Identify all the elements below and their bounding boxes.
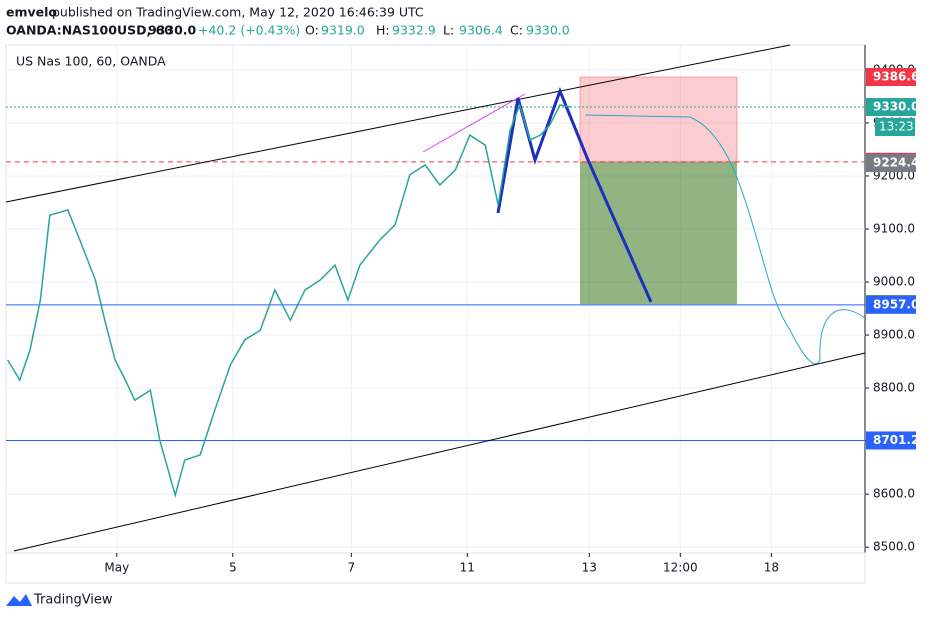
- price-line: [7, 102, 571, 499]
- last-price: 9330.0: [148, 23, 197, 38]
- y-tick-label: 9100.0: [873, 222, 915, 236]
- price-label-box: [866, 295, 916, 314]
- symbol: OANDA:NAS100USD, 60: [6, 23, 173, 38]
- price-label-box: [866, 431, 916, 450]
- price-label-box: [866, 68, 916, 87]
- footer-frame: [5, 552, 866, 584]
- tv-logo: [6, 594, 32, 606]
- x-tick-label: 11: [460, 561, 475, 575]
- y-tick-label: 8900.0: [873, 328, 915, 342]
- target-zone: [580, 161, 737, 305]
- countdown: 13:23: [879, 120, 914, 134]
- ohlc-label: L:: [443, 23, 454, 38]
- countdown-box: [875, 118, 915, 137]
- ohlc-label: C:: [510, 23, 523, 38]
- x-tick-label: May: [104, 561, 129, 575]
- y-tick-label: 8800.0: [873, 381, 915, 395]
- price-label: 9224.4: [873, 156, 919, 170]
- author: emvelo: [6, 5, 57, 20]
- chart-title: US Nas 100, 60, OANDA: [16, 54, 166, 69]
- price-label-box: [866, 98, 916, 117]
- price-label-box: [866, 154, 916, 173]
- stop-zone: [579, 76, 738, 163]
- x-tick-label: 7: [347, 561, 355, 575]
- ohlc-label: H:: [376, 23, 390, 38]
- price-label: 9330.0: [873, 100, 919, 114]
- price-label: 8957.0: [873, 297, 919, 311]
- ohlc-value: 9330.0: [526, 23, 570, 38]
- trend-line: [422, 93, 526, 153]
- y-tick-label: 8500.0: [873, 540, 915, 554]
- footer: TradingView: [33, 593, 113, 608]
- y-tick-label: 8600.0: [873, 487, 915, 501]
- x-tick-label: 13: [582, 561, 597, 575]
- channel-line: [5, 44, 791, 203]
- ohlc-label: O:: [305, 23, 319, 38]
- price-label: 9386.6: [873, 70, 919, 84]
- channel-line: [13, 352, 866, 552]
- ohlc-value: 9332.9: [392, 23, 436, 38]
- change: +40.2 (+0.43%): [198, 23, 300, 38]
- y-tick-label: 9000.0: [873, 275, 915, 289]
- x-tick-label: 12:00: [663, 561, 698, 575]
- price-label: 8701.2: [873, 433, 919, 447]
- x-tick-label: 5: [229, 561, 237, 575]
- x-tick-label: 18: [764, 561, 779, 575]
- projection: [584, 114, 866, 365]
- published: published on TradingView.com, May 12, 20…: [52, 5, 424, 20]
- ohlc-value: 9306.4: [459, 23, 503, 38]
- ohlc-value: 9319.0: [321, 23, 365, 38]
